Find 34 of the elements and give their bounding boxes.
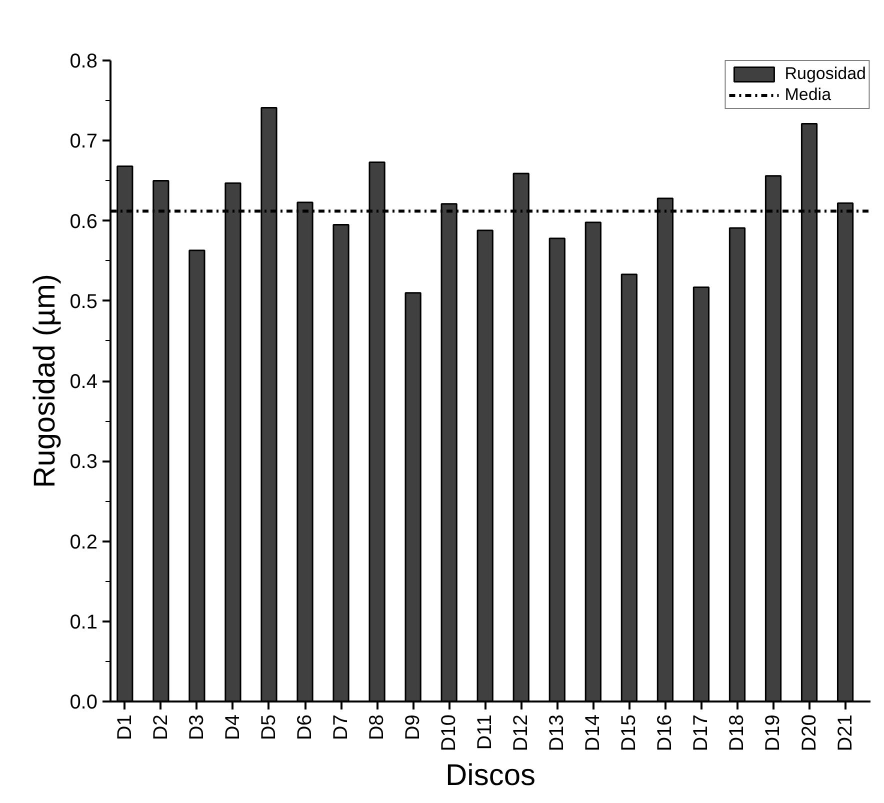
x-tick-label: D21 (834, 714, 856, 752)
x-tick-label: D6 (294, 714, 316, 740)
x-tick-label: D3 (186, 714, 208, 740)
y-axis-title: Rugosidad (µm) (28, 274, 62, 488)
x-tick-label: D14 (582, 714, 604, 752)
legend-label: Media (784, 85, 832, 105)
x-tick-label: D16 (654, 714, 676, 752)
y-tick-label: 0.7 (70, 130, 98, 153)
y-tick-label: 0.8 (70, 50, 98, 72)
x-tick-label: D1 (114, 714, 136, 740)
x-tick-label: D11 (474, 714, 496, 750)
x-tick-label: D4 (222, 714, 244, 740)
x-tick-label: D19 (762, 714, 784, 752)
y-tick-label: 0.4 (70, 371, 98, 393)
y-tick-label: 0.5 (70, 290, 98, 313)
x-tick-label: D13 (546, 714, 568, 752)
x-axis-title: Discos (445, 759, 536, 792)
legend-label: Rugosidad (784, 64, 866, 84)
x-tick-label: D8 (366, 714, 388, 740)
x-tick-label: D12 (510, 714, 532, 752)
x-tick-label: D7 (330, 714, 352, 740)
y-tick-label: 0.1 (70, 611, 98, 634)
x-tick-label: D15 (618, 714, 640, 752)
x-tick-label: D5 (258, 714, 280, 740)
y-tick-label: 0.3 (70, 451, 98, 474)
y-tick-label: 0.0 (70, 692, 98, 714)
x-tick-label: D2 (150, 714, 172, 740)
y-tick-label: 0.2 (70, 531, 98, 554)
x-tick-label: D20 (798, 714, 820, 752)
y-tick-label: 0.6 (70, 210, 98, 233)
x-tick-label: D17 (690, 714, 712, 752)
x-tick-label: D18 (726, 714, 748, 752)
x-tick-label: D9 (402, 714, 424, 740)
x-tick-label: D10 (438, 714, 460, 752)
